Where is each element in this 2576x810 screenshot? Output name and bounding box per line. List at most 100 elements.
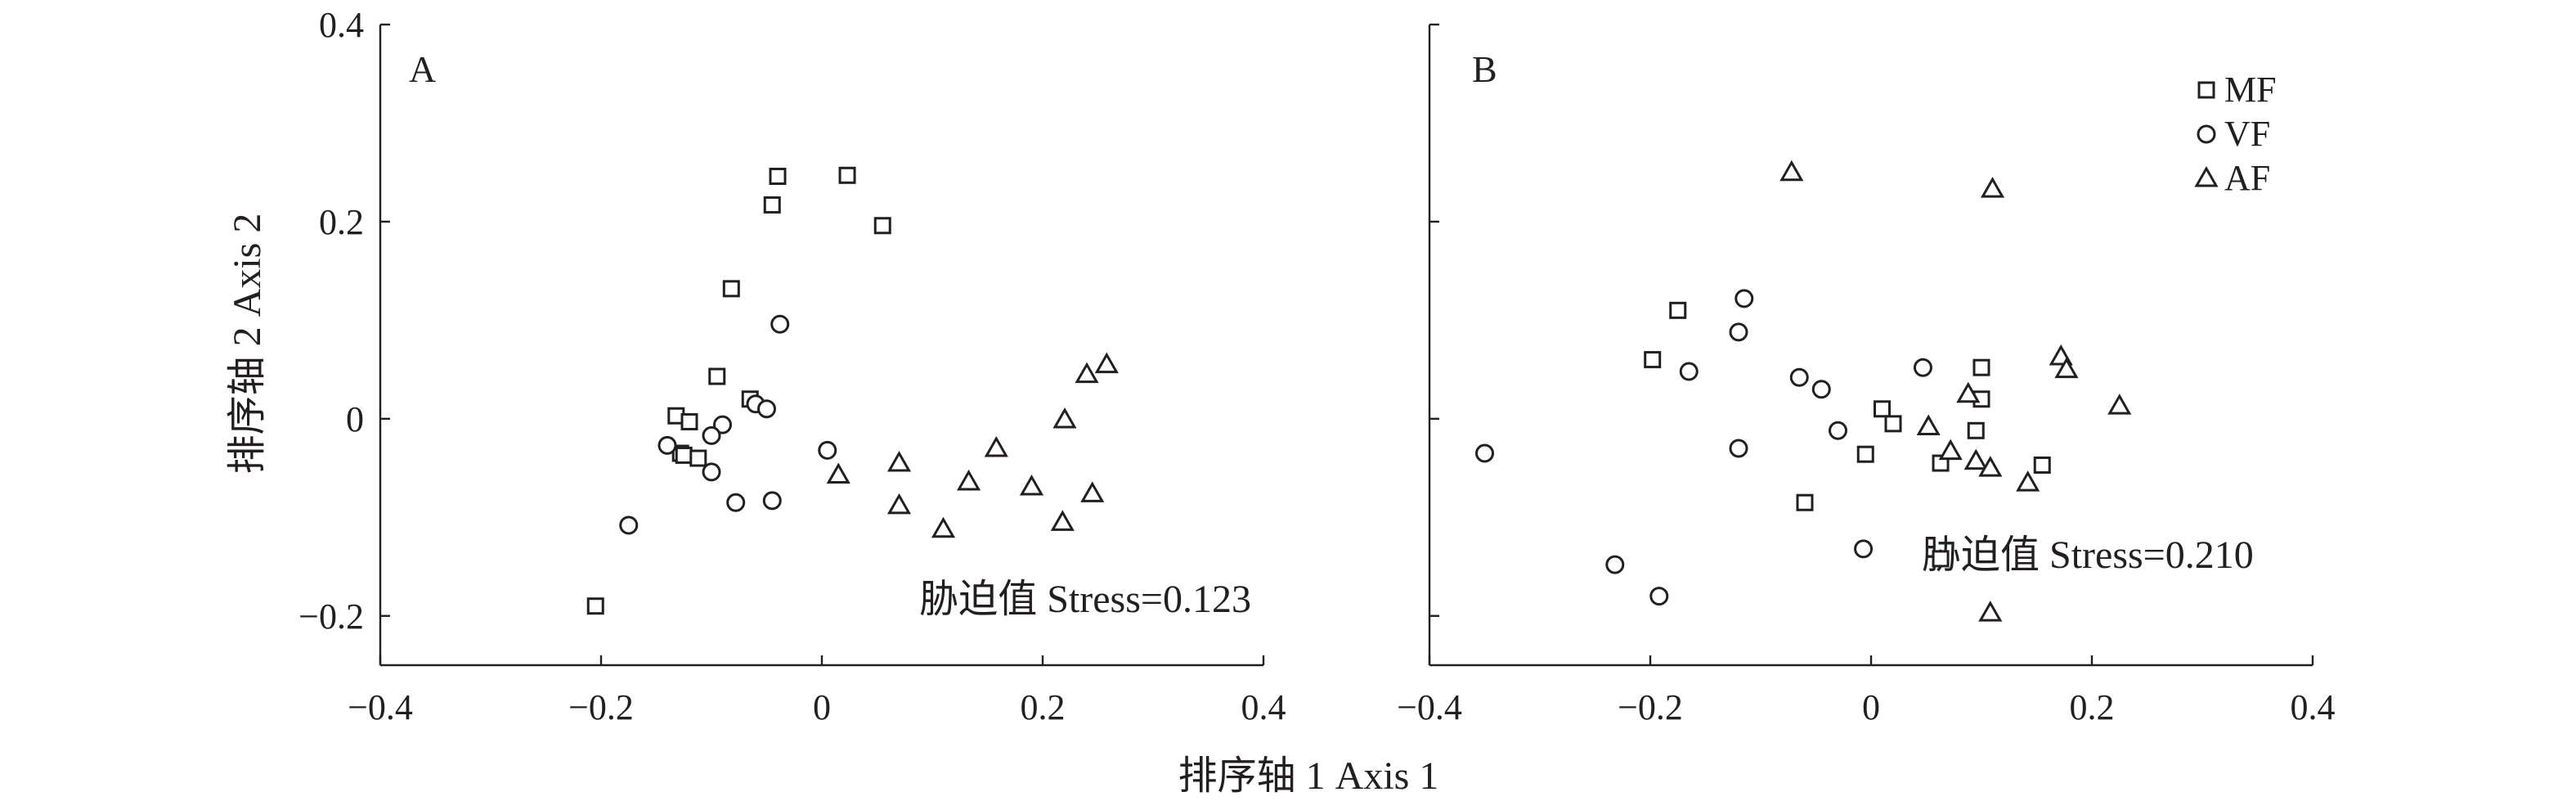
panel-b-point-vf (1679, 362, 1699, 381)
legend-circle-marker (2197, 124, 2216, 144)
panel-b-point-mf (1669, 301, 1687, 319)
panel-a-point-af (886, 451, 912, 472)
panel-a-x-tick-label: 0.2 (1021, 687, 1066, 727)
panel-b-label: B (1472, 48, 1497, 90)
panel-a-point-mf (708, 367, 726, 385)
panel-a-point-af (1094, 352, 1119, 374)
panel-a-point-mf (680, 412, 698, 430)
panel-b-point-af (1779, 160, 1804, 182)
panel-b-point-vf (1475, 443, 1494, 463)
panel-a-point-vf (726, 493, 746, 512)
panel-a-point-af (1050, 510, 1075, 531)
panel-a-point-vf (762, 491, 782, 511)
panel-a-point-af (886, 493, 912, 515)
panel-b-point-af (1938, 439, 1963, 461)
panel-b-point-vf (1829, 421, 1847, 440)
legend-square-marker (2197, 81, 2215, 99)
panel-b-plot: −0.4 −0.2 0 0.2 0.4 B 胁迫值 Stress=0.210 (1397, 23, 2336, 727)
legend-label-mf: MF (2224, 70, 2277, 110)
panel-b-point-vf (1605, 555, 1625, 574)
panel-b-point-vf (1729, 322, 1748, 342)
y-axis-title: 排序轴 2 Axis 2 (226, 214, 269, 475)
panel-a-point-vf (713, 415, 732, 434)
panel-a-point-mf (586, 597, 604, 615)
panel-b-point-af (1956, 381, 1981, 403)
legend-marker-circle (2197, 124, 2216, 144)
panel-b-point-vf (1729, 439, 1748, 458)
panel-a-point-vf (619, 515, 639, 535)
panel-a-y-tick-label: −0.2 (298, 596, 364, 637)
panel-b-series-vf (1475, 289, 1932, 606)
panel-a-point-mf (769, 168, 787, 186)
panel-b-point-af (1980, 177, 2005, 198)
panel-a-point-mf (675, 446, 693, 464)
panel-a-stress-label: 胁迫值 Stress=0.123 (919, 578, 1251, 621)
panel-a-x-tick-label: −0.4 (348, 687, 413, 727)
panel-b-point-vf (1913, 358, 1932, 377)
panel-a-plot: −0.4 −0.2 0 0.2 0.4 0.4 0.2 0 −0.2 A 胁迫值 Stress=0.… (298, 5, 1286, 727)
legend-marker-triangle (2194, 165, 2219, 187)
panel-b-point-mf (1644, 351, 1662, 369)
panel-a-point-vf (657, 435, 677, 455)
legend-label-af: AF (2224, 158, 2270, 198)
panel-b-point-af (2054, 357, 2079, 379)
panel-a-series-mf (586, 166, 891, 615)
panel-b-point-vf (1649, 587, 1669, 606)
legend-item-af: AF (2194, 158, 2270, 198)
panel-b-point-af (1978, 456, 2003, 477)
panel-a-x-tick-label: 0.4 (1241, 687, 1286, 727)
panel-a-point-mf (873, 217, 891, 235)
panel-b-series-af (1779, 160, 2132, 622)
x-axis-title: 排序轴 1 Axis 1 (1178, 754, 1439, 798)
panel-b-point-vf (1789, 367, 1809, 387)
panel-b-x-tick-label: 0.2 (2070, 687, 2115, 727)
legend-item-mf: MF (2197, 70, 2277, 110)
panel-b-point-vf (1854, 539, 1874, 559)
panel-b-point-mf (1967, 421, 1985, 439)
panel-a-point-af (1052, 407, 1077, 429)
panel-b-point-mf (1856, 445, 1874, 463)
legend-triangle-marker (2194, 165, 2219, 187)
panel-a-series-af (826, 352, 1119, 538)
panel-b-x-tick-label: 0.4 (2291, 687, 2336, 727)
panel-a-point-af (931, 516, 956, 538)
panel-b-point-vf (1811, 380, 1831, 399)
panel-a-point-vf (757, 399, 776, 419)
panel-b-point-mf (1972, 358, 1990, 376)
panel-a-point-vf (770, 314, 790, 334)
panel-a-point-af (1080, 481, 1105, 502)
panel-b-point-mf (1796, 493, 1814, 511)
panel-b-point-af (1978, 601, 2003, 622)
panel-a-point-af (826, 462, 850, 484)
panel-a-point-af (956, 469, 981, 491)
panel-a-label: A (409, 48, 436, 90)
panel-b-point-mf (2033, 456, 2051, 474)
panel-b-point-af (2107, 394, 2132, 415)
panel-a-point-mf (838, 166, 856, 184)
panel-a-y-tick-label: 0 (346, 399, 364, 439)
panel-a-point-mf (722, 280, 740, 298)
panel-a-y-tick-label: 0.4 (319, 5, 364, 45)
legend-item-vf: VF (2197, 114, 2270, 154)
legend-marker-square (2197, 81, 2215, 99)
panel-a-series-vf (619, 314, 837, 535)
panel-b-series-mf (1644, 301, 2051, 568)
panel-b-x-tick-label: 0 (1862, 687, 1880, 727)
panel-a-x-tick-label: 0 (813, 687, 831, 727)
legend: MF VF AF (2194, 70, 2277, 198)
panel-a-y-tick-label: 0.2 (319, 202, 364, 242)
panel-b-x-tick-label: −0.4 (1397, 687, 1462, 727)
panel-b-point-af (1916, 414, 1941, 435)
panel-a-point-vf (818, 440, 837, 460)
panel-b-stress-label: 胁迫值 Stress=0.210 (1922, 533, 2254, 577)
legend-label-vf: VF (2224, 114, 2270, 154)
panel-b-point-mf (1874, 400, 1891, 418)
panel-a-point-mf (763, 196, 781, 214)
panel-a-point-af (1075, 362, 1099, 384)
panel-a-point-af (1019, 474, 1044, 496)
panel-a-point-vf (702, 462, 721, 482)
panel-b-point-mf (1932, 550, 1950, 568)
panel-b-point-af (2016, 470, 2040, 492)
panel-a-point-af (984, 435, 1008, 457)
